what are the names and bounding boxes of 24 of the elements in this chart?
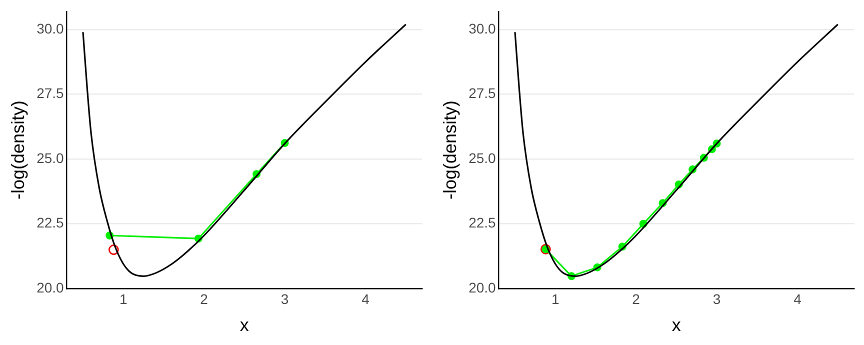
x-tick-label: 2: [632, 290, 640, 307]
x-tick-label: 2: [200, 290, 208, 307]
y-tick-label: 27.5: [36, 85, 64, 102]
y-tick-label: 27.5: [468, 85, 496, 102]
y-tick-label: 22.5: [468, 214, 496, 231]
x-tick-label: 3: [280, 290, 289, 307]
y-axis-title: -log(density): [8, 100, 28, 200]
y-tick-label: 30.0: [36, 20, 64, 36]
y-tick-label: 20.0: [468, 279, 496, 296]
y-tick-label: 25.0: [468, 150, 496, 166]
x-tick-label: 1: [551, 290, 560, 307]
y-axis-title: -log(density): [440, 100, 460, 200]
line-series: [82, 24, 407, 277]
x-tick-label: 4: [362, 290, 370, 307]
x-axis-title: x: [240, 315, 249, 336]
y-tick-label: 25.0: [36, 150, 64, 166]
x-tick-label: 4: [794, 290, 802, 307]
y-tick-label: 20.0: [36, 279, 64, 296]
x-tick-label: 1: [119, 290, 128, 307]
y-tick-label: 22.5: [36, 214, 64, 231]
x-tick-label: 3: [712, 290, 721, 307]
y-tick-label: 30.0: [468, 20, 496, 36]
point: [108, 244, 119, 255]
x-axis-title: x: [672, 315, 681, 336]
